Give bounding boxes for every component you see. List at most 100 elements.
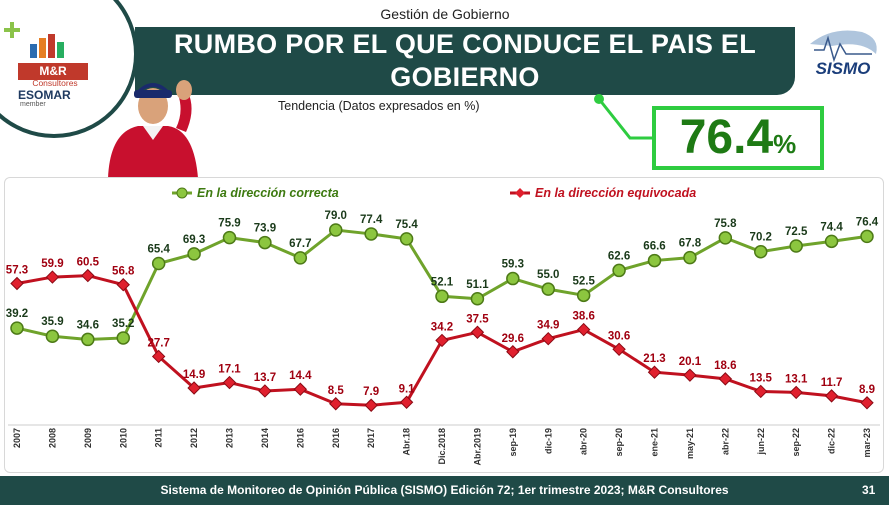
section-label: Gestión de Gobierno [380, 6, 510, 22]
x-axis: 2007 2008 2009 2010 2011 2012 2013 2014 2016 2016… [8, 424, 880, 466]
data-point [754, 244, 768, 259]
x-tick-label: may-21 [685, 428, 695, 459]
data-label: 20.1 [679, 356, 702, 368]
title-banner [135, 27, 795, 95]
data-label: 69.3 [183, 234, 205, 246]
data-point [81, 268, 95, 283]
callout-connector [594, 94, 656, 140]
data-label: 72.5 [785, 226, 808, 238]
data-point [718, 372, 733, 386]
highlight-unit: % [773, 129, 797, 159]
data-point [470, 292, 485, 306]
data-point [258, 235, 272, 250]
data-label: 55.0 [537, 269, 559, 281]
data-label: 51.1 [466, 279, 489, 291]
data-point [364, 227, 378, 241]
data-label: 30.6 [608, 330, 630, 342]
esomar-member-label: member [20, 101, 46, 108]
data-label: 7.9 [363, 386, 379, 398]
data-label: 60.5 [77, 257, 100, 269]
data-point [293, 382, 308, 396]
data-label: 21.3 [643, 353, 665, 365]
data-label: 17.1 [218, 364, 241, 376]
data-label: 73.9 [254, 223, 276, 235]
data-point [789, 385, 803, 400]
data-label: 8.9 [859, 384, 875, 396]
data-point [647, 365, 662, 379]
legend-label: En la dirección correcta [197, 186, 339, 200]
data-label: 9.1 [399, 383, 416, 395]
data-label: 67.8 [679, 238, 702, 250]
data-label: 14.9 [183, 369, 205, 381]
x-tick-label: 2016 [331, 428, 341, 448]
data-label: 52.5 [572, 275, 595, 287]
x-tick-label: Dic.2018 [437, 428, 447, 465]
highlight-box [652, 106, 824, 170]
x-tick-label: sep-22 [791, 428, 801, 457]
esomar-label: ESOMAR [18, 88, 71, 102]
page-number: 31 [862, 483, 876, 497]
data-point [399, 395, 414, 409]
data-label: 59.3 [502, 259, 524, 271]
highlight-value: 76.4% [652, 110, 824, 172]
data-point [81, 332, 95, 347]
data-label: 29.6 [502, 333, 524, 345]
data-label: 35.2 [112, 318, 134, 330]
data-point [258, 384, 272, 398]
data-label: 65.4 [147, 244, 170, 256]
data-label: 11.7 [821, 377, 843, 389]
data-point [187, 247, 201, 261]
x-tick-label: abr-22 [720, 428, 730, 455]
data-label: 13.7 [254, 372, 276, 384]
data-point [222, 375, 237, 390]
data-point [329, 223, 343, 237]
data-label: 66.6 [643, 241, 665, 253]
data-point [329, 397, 343, 411]
mr-logo-sub: Consultores [32, 78, 78, 88]
data-point [10, 276, 24, 291]
data-point [860, 396, 874, 410]
data-point [364, 398, 378, 412]
data-point [576, 288, 591, 303]
data-point [151, 256, 166, 271]
x-tick-label: sep-20 [614, 428, 624, 457]
data-label: 74.4 [820, 221, 843, 233]
footer-bar [0, 476, 889, 505]
data-point [151, 349, 166, 364]
data-label: 27.7 [147, 337, 169, 349]
data-point [647, 253, 662, 268]
plus-decoration-icon [4, 22, 20, 38]
series-equivocada: 57.3 59.9 60.5 56.8 27.7 14.9 17.1 13.7 14.4 8.5 7… [6, 257, 875, 412]
data-label: 14.4 [289, 370, 312, 382]
x-tick-label: 2008 [47, 428, 57, 448]
x-tick-label: 2016 [295, 428, 305, 448]
mr-logo-icon [30, 34, 64, 58]
x-tick-label: sep-19 [508, 428, 518, 457]
x-tick-label: 2011 [154, 428, 164, 448]
data-label: 52.1 [431, 276, 454, 288]
x-tick-label: jun-22 [756, 428, 766, 456]
x-tick-label: dic-22 [827, 428, 837, 454]
series-correcta: 39.2 35.9 34.6 35.2 65.4 69.3 75.9 73.9 67.7 79.0… [6, 210, 879, 347]
data-label: 18.6 [714, 360, 736, 372]
data-label: 77.4 [360, 214, 383, 226]
chart-frame [4, 177, 884, 473]
chart-legend: En la dirección correcta En la dirección … [172, 186, 696, 200]
x-tick-label: 2014 [260, 428, 270, 448]
x-tick-label: 2007 [12, 428, 22, 448]
page-title-line2: DEL PRESIDENTE ORTEGA [283, 95, 647, 125]
x-tick-label: ene-21 [650, 428, 660, 457]
data-point [435, 333, 449, 348]
data-point [506, 271, 520, 286]
x-tick-label: 2012 [189, 428, 199, 448]
data-point [824, 234, 839, 249]
x-tick-label: 2017 [366, 428, 376, 448]
x-tick-label: 2013 [225, 428, 235, 448]
data-point [435, 289, 449, 304]
data-label: 34.2 [431, 321, 453, 333]
x-tick-label: Abr.18 [402, 428, 412, 456]
data-label: 76.4 [856, 216, 879, 228]
data-point [399, 232, 414, 246]
data-point [718, 231, 733, 245]
data-point [541, 282, 555, 296]
